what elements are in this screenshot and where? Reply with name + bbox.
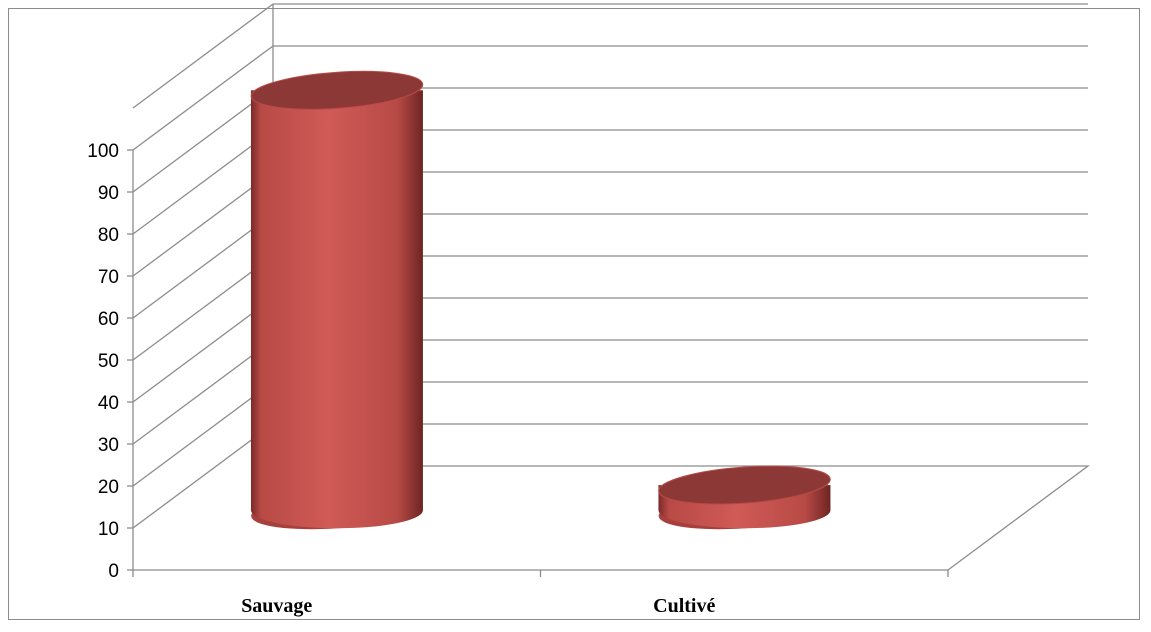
- y-tick-label: 0: [108, 561, 119, 582]
- bar-top: [658, 465, 831, 505]
- y-tick-label: 10: [98, 519, 119, 540]
- labels-layer: 0 10 20 30 40 50 60 70 80 90 100 Sauvage Cultivé: [87, 141, 715, 617]
- gridline-side: [132, 87, 274, 193]
- y-tick-label: 80: [98, 225, 119, 246]
- y-tick-label: 40: [98, 393, 119, 414]
- gridline-side: [132, 213, 274, 319]
- x-tick-label: Cultivé: [653, 595, 715, 617]
- gridline-side: [132, 381, 274, 487]
- bar: [250, 70, 424, 530]
- chart-frame: [8, 8, 1140, 620]
- bar: [658, 465, 831, 530]
- y-tick-label: 90: [98, 183, 119, 204]
- y-tick-label: 70: [98, 267, 119, 288]
- gridline-side: [132, 171, 274, 277]
- gridline-side: [132, 255, 274, 361]
- y-tick-label: 20: [98, 477, 119, 498]
- gridline-side: [132, 129, 274, 235]
- bar-body: [250, 90, 423, 511]
- y-tick-label: 30: [98, 435, 119, 456]
- x-tick-label: Sauvage: [241, 595, 312, 617]
- bar-bottom-curve: [658, 509, 831, 529]
- gridline-side: [132, 339, 274, 445]
- y-tick-label: 60: [98, 309, 119, 330]
- y-tick-label: 50: [98, 351, 119, 372]
- y-tick-label: 100: [87, 141, 119, 162]
- gridline-side: [132, 297, 274, 403]
- bar-bottom-curve: [250, 509, 423, 529]
- gridline-side: [132, 45, 274, 151]
- gridline-side: [132, 3, 274, 109]
- gridline-side: [132, 423, 274, 529]
- bar-top: [250, 70, 424, 110]
- bars-layer: [250, 70, 831, 530]
